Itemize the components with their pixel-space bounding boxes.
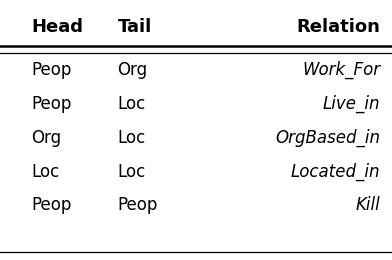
- Text: Peop: Peop: [118, 196, 158, 214]
- Text: Peop: Peop: [31, 95, 72, 113]
- Text: Loc: Loc: [118, 95, 146, 113]
- Text: Loc: Loc: [118, 129, 146, 147]
- Text: Live_in: Live_in: [323, 95, 380, 113]
- Text: Org: Org: [31, 129, 62, 147]
- Text: Work_For: Work_For: [302, 61, 380, 79]
- Text: Org: Org: [118, 61, 148, 79]
- Text: OrgBased_in: OrgBased_in: [275, 129, 380, 147]
- Text: Head: Head: [31, 18, 83, 36]
- Text: Kill: Kill: [356, 196, 380, 214]
- Text: Peop: Peop: [31, 196, 72, 214]
- Text: Peop: Peop: [31, 61, 72, 79]
- Text: Relation: Relation: [296, 18, 380, 36]
- Text: Loc: Loc: [31, 162, 60, 181]
- Text: Tail: Tail: [118, 18, 152, 36]
- Text: Located_in: Located_in: [291, 162, 380, 181]
- Text: Loc: Loc: [118, 162, 146, 181]
